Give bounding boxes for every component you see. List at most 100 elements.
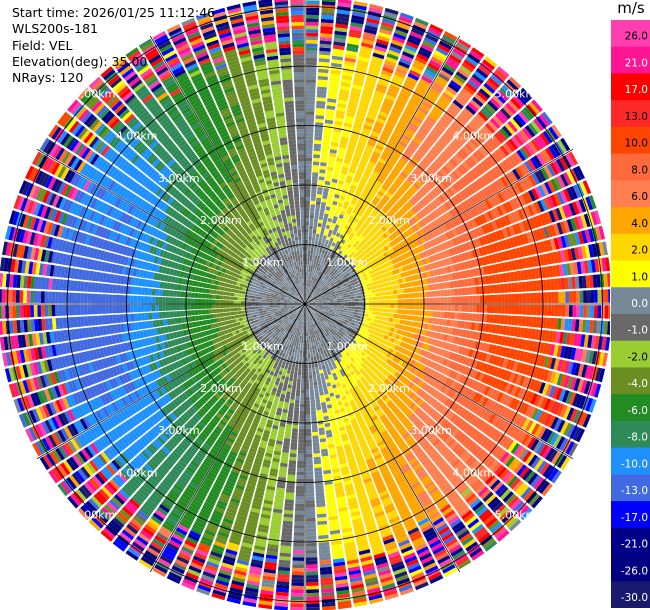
range-gate <box>345 325 350 329</box>
range-gate <box>322 194 328 200</box>
range-gate <box>335 23 348 29</box>
range-gate <box>563 188 572 202</box>
range-gate <box>363 287 368 292</box>
range-gate <box>310 197 316 201</box>
range-gate <box>309 214 314 219</box>
range-gate <box>333 287 338 291</box>
range-gate <box>444 274 450 282</box>
range-gate <box>312 371 316 375</box>
range-gate <box>455 181 464 191</box>
range-gate <box>350 342 355 347</box>
range-gate <box>377 80 389 87</box>
range-gate <box>509 326 515 337</box>
range-gate <box>310 338 313 343</box>
range-gate <box>413 361 420 368</box>
range-gate <box>450 312 455 320</box>
range-gate <box>403 252 410 259</box>
range-gate <box>369 103 380 111</box>
range-gate <box>502 358 509 369</box>
range-gate <box>508 304 513 314</box>
range-gate <box>325 308 330 311</box>
range-gate <box>427 91 439 100</box>
range-gate <box>339 195 346 201</box>
range-gate <box>319 302 323 304</box>
range-gate <box>310 211 315 216</box>
range-gate <box>388 138 398 146</box>
range-gate <box>347 304 352 307</box>
range-gate <box>341 288 346 292</box>
range-gate <box>491 253 497 264</box>
range-gate <box>598 368 606 383</box>
range-gate <box>305 200 310 205</box>
range-gate <box>399 225 406 233</box>
range-gate <box>539 254 545 266</box>
range-gate <box>508 294 513 304</box>
range-gate <box>339 294 344 297</box>
range-gate <box>305 204 310 208</box>
range-gate <box>469 295 473 304</box>
range-gate <box>517 209 525 220</box>
range-gate <box>394 351 401 358</box>
range-gate <box>306 325 308 329</box>
range-gate <box>328 295 333 298</box>
range-gate <box>392 105 404 113</box>
range-gate <box>310 296 313 300</box>
range-gate <box>332 238 338 244</box>
range-gate <box>543 429 553 443</box>
range-gate <box>305 114 315 119</box>
range-gate <box>535 280 541 291</box>
range-gate <box>369 250 375 256</box>
range-gate <box>339 210 346 216</box>
range-gate <box>488 344 494 354</box>
range-gate <box>522 233 529 244</box>
range-gate <box>372 300 377 304</box>
range-gate <box>394 230 400 237</box>
range-gate <box>343 200 350 206</box>
range-gate <box>305 193 311 197</box>
range-gate <box>421 142 431 151</box>
range-gate <box>490 304 495 314</box>
range-gate <box>432 362 439 370</box>
range-gate <box>560 137 571 152</box>
range-gate <box>452 183 461 193</box>
range-gate <box>312 435 319 440</box>
range-gate <box>387 87 399 95</box>
range-gate <box>331 138 340 144</box>
range-gate <box>316 311 320 315</box>
range-gate <box>338 225 344 231</box>
range-gate <box>449 319 455 327</box>
range-gate <box>306 282 308 287</box>
range-gate <box>574 363 581 376</box>
range-gate <box>391 252 398 259</box>
range-gate <box>434 50 447 60</box>
range-gate <box>318 176 325 181</box>
range-gate <box>419 228 426 236</box>
range-gate <box>413 21 428 30</box>
range-gate <box>398 218 405 225</box>
range-gate <box>318 61 330 66</box>
range-gate <box>443 421 452 430</box>
range-gate <box>320 312 324 315</box>
range-gate <box>479 304 484 313</box>
range-gate <box>305 168 312 173</box>
range-gate <box>446 319 451 327</box>
range-gate <box>368 311 373 315</box>
range-gate <box>321 8 335 13</box>
range-gate <box>307 294 310 298</box>
range-gate <box>522 245 529 257</box>
range-gate <box>417 163 427 171</box>
range-gate <box>333 197 339 202</box>
range-gate <box>383 223 390 230</box>
range-gate <box>409 345 415 352</box>
range-gate <box>458 395 466 405</box>
range-gate <box>425 94 437 103</box>
range-gate <box>389 337 395 343</box>
range-gate <box>481 246 488 256</box>
range-gate <box>305 225 309 230</box>
range-gate <box>386 201 393 209</box>
range-gate <box>468 250 474 259</box>
range-gate <box>306 279 308 283</box>
range-gate <box>319 313 323 317</box>
range-gate <box>521 281 526 292</box>
range-gate <box>371 334 377 340</box>
